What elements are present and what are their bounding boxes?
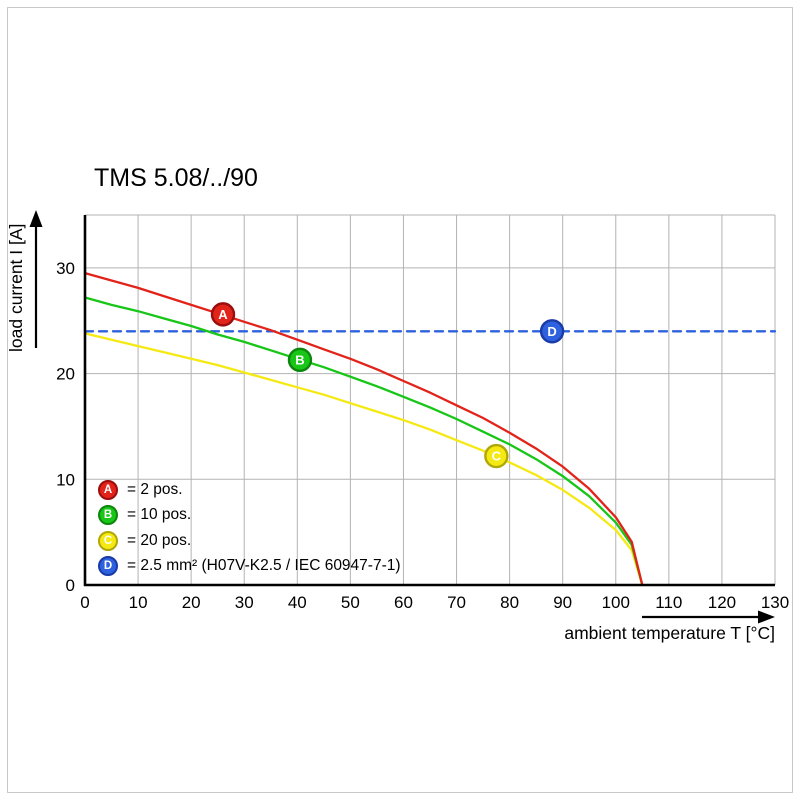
marker-letter-A: A bbox=[218, 307, 228, 322]
x-tick-label: 80 bbox=[500, 593, 519, 612]
x-tick-label: 30 bbox=[235, 593, 254, 612]
marker-A bbox=[210, 302, 236, 327]
y-tick-label: 30 bbox=[56, 259, 75, 278]
x-tick-label: 120 bbox=[708, 593, 736, 612]
series-A-line bbox=[83, 271, 644, 587]
y-tick-label: 20 bbox=[56, 365, 75, 384]
legend-badge-c: C bbox=[98, 530, 118, 551]
legend-badge-d: D bbox=[98, 556, 118, 576]
legend-item-c: C = 20 pos. bbox=[98, 530, 401, 551]
series-layer bbox=[83, 271, 777, 587]
y-axis-label: load current I [A] bbox=[6, 224, 26, 352]
x-tick-label: 110 bbox=[655, 593, 682, 612]
x-tick-label: 60 bbox=[394, 593, 413, 612]
x-tick-label: 90 bbox=[553, 593, 572, 612]
marker-B bbox=[287, 347, 313, 373]
x-tick-label: 0 bbox=[80, 593, 89, 612]
legend-item-a: A = 2 pos. bbox=[98, 479, 401, 500]
marker-C bbox=[484, 443, 509, 469]
x-tick-label: 40 bbox=[288, 593, 307, 612]
series-C-line bbox=[83, 332, 644, 587]
legend-badge-b: B bbox=[98, 505, 118, 525]
x-tick-label: 10 bbox=[129, 593, 148, 612]
legend-label-c: = 20 pos. bbox=[127, 531, 192, 549]
x-tick-label: 20 bbox=[182, 593, 201, 612]
marker-letter-D: D bbox=[547, 324, 556, 339]
marker-layer: A B C D bbox=[210, 302, 565, 469]
legend-label-a: = 2 pos. bbox=[127, 480, 183, 498]
marker-letter-B: B bbox=[295, 352, 304, 367]
legend-item-b: B = 10 pos. bbox=[98, 505, 401, 525]
y-tick-label: 10 bbox=[56, 470, 75, 489]
x-tick-label: 100 bbox=[602, 593, 630, 612]
marker-letter-C: C bbox=[492, 449, 502, 464]
page-title: TMS 5.08/../90 bbox=[94, 164, 258, 192]
legend-item-d: D = 2.5 mm² (H07V-K2.5 / IEC 60947-7-1) bbox=[98, 556, 401, 576]
x-tick-label: 50 bbox=[341, 593, 360, 612]
axis-layer: 0 10 20 30 40 50 60 70 80 90 100 110 120 130 0 10 20 30 bbox=[29, 210, 789, 624]
legend: A = 2 pos. B = 10 pos. C = 20 pos. D = 2… bbox=[98, 479, 401, 582]
legend-label-b: = 10 pos. bbox=[127, 506, 192, 523]
x-axis-arrow-head bbox=[758, 610, 775, 624]
x-tick-label: 70 bbox=[447, 593, 466, 612]
y-axis-arrow-head bbox=[29, 210, 43, 227]
x-tick-label: 130 bbox=[761, 593, 789, 612]
legend-badge-a: A bbox=[98, 479, 118, 500]
x-axis-label: ambient temperature T [°C] bbox=[564, 623, 775, 643]
legend-label-d: = 2.5 mm² (H07V-K2.5 / IEC 60947-7-1) bbox=[127, 557, 401, 574]
marker-D bbox=[539, 319, 565, 344]
series-B-line bbox=[83, 296, 644, 587]
y-tick-label: 0 bbox=[66, 576, 75, 595]
